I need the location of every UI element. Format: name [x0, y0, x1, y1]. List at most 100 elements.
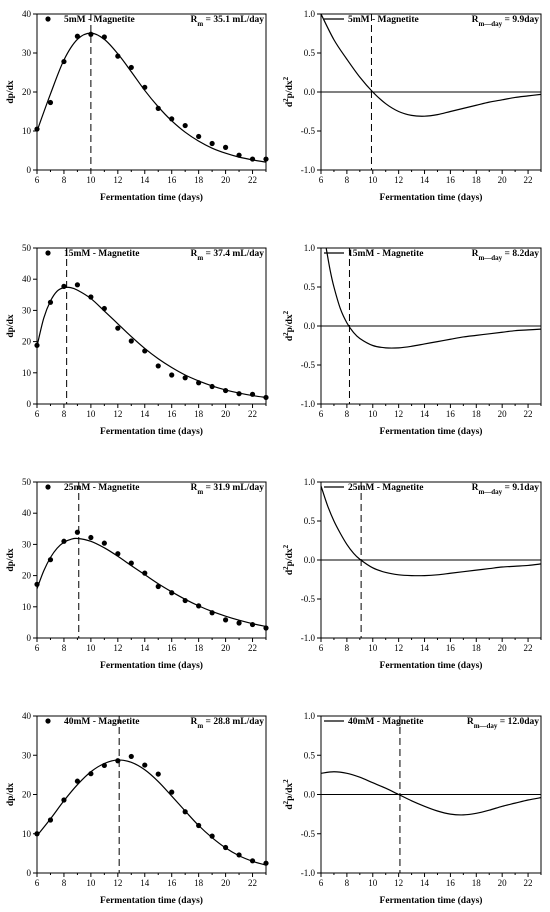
x-tick-label: 14: [420, 175, 430, 185]
x-tick-label: 14: [140, 643, 150, 653]
x-tick-label: 14: [140, 409, 150, 419]
x-tick-label: 16: [167, 643, 177, 653]
data-point: [236, 620, 242, 626]
chart-panel-2: 6 8 10 12 14 16 18 20 22 -1.0 -0.5 0.0 0.5 1.0 Ferment…: [282, 9, 542, 203]
data-point: [169, 789, 175, 795]
data-point: [74, 33, 81, 39]
x-tick-label: 8: [345, 409, 350, 419]
data-point: [101, 305, 107, 312]
x-tick-label: 8: [62, 175, 67, 185]
y-tick-label: 1.0: [304, 477, 316, 487]
legend-marker: [45, 250, 51, 256]
legend-marker: [45, 484, 51, 490]
y-tick-label: 40: [22, 9, 32, 19]
y-axis-title: d2p/dx2: [282, 544, 295, 575]
x-axis-title: Fermentation time (days): [100, 660, 203, 671]
y-tick-label: 30: [22, 305, 32, 315]
x-tick-label: 18: [472, 409, 482, 419]
legend-label: 40mM - Magnetite: [64, 717, 139, 727]
x-tick-label: 10: [86, 878, 96, 888]
x-tick-label: 10: [86, 643, 96, 653]
x-tick-label: 10: [368, 643, 378, 653]
x-tick-label: 14: [140, 878, 150, 888]
x-tick-label: 22: [248, 643, 257, 653]
rm-annotation: Rm = 31.9 mL/day: [190, 483, 264, 496]
data-point: [74, 282, 81, 288]
y-tick-label: 1.0: [304, 711, 316, 721]
data-point: [74, 778, 81, 784]
plot-area: [321, 716, 541, 873]
chart-panel-1: 6 8 10 12 14 16 18 20 22 0 10 20 30 40 Fermentation ti…: [6, 9, 269, 203]
plot-frame: [36, 481, 267, 639]
data-point: [155, 363, 161, 369]
second-derivative-curve: [321, 485, 541, 577]
y-tick-label: 0.5: [304, 750, 316, 760]
data-point: [196, 822, 202, 829]
y-tick-label: -1.0: [301, 399, 316, 409]
x-tick-label: 22: [248, 175, 257, 185]
x-tick-label: 12: [394, 409, 403, 419]
y-tick-label: -0.5: [301, 360, 316, 370]
plot-frame: [36, 247, 267, 405]
data-point: [169, 372, 175, 378]
y-tick-label: 10: [22, 602, 32, 612]
data-point: [169, 590, 175, 596]
y-axis-title: dp/dx: [6, 80, 16, 103]
x-tick-label: 22: [248, 409, 257, 419]
y-tick-label: 10: [22, 829, 32, 839]
x-tick-label: 20: [221, 643, 231, 653]
data-point: [47, 817, 54, 823]
plot-area: [37, 248, 266, 404]
data-point: [182, 597, 188, 604]
x-tick-label: 10: [368, 175, 378, 185]
y-axis-title: d2p/dx2: [282, 779, 295, 810]
data-point: [128, 560, 134, 566]
data-point: [196, 133, 202, 140]
x-tick-label: 8: [345, 175, 350, 185]
y-tick-label: -0.5: [301, 126, 316, 136]
y-tick-label: 0: [27, 399, 32, 409]
plot-area: [321, 14, 541, 170]
data-point: [196, 603, 202, 609]
y-axis-title: d2p/dx2: [282, 310, 295, 341]
legend-label: 25mM - Magnetite: [348, 483, 423, 493]
data-point: [209, 140, 215, 147]
x-tick-label: 8: [62, 878, 67, 888]
y-tick-label: 20: [22, 790, 32, 800]
x-axis-title: Fermentation time (days): [100, 426, 203, 437]
data-point: [128, 753, 134, 760]
fit-curve: [37, 537, 266, 628]
data-point: [209, 610, 215, 616]
x-tick-label: 6: [35, 878, 40, 888]
x-tick-label: 18: [194, 643, 204, 653]
y-tick-label: 30: [22, 539, 32, 549]
y-tick-label: -1.0: [301, 165, 316, 175]
x-tick-label: 10: [86, 175, 96, 185]
chart-panel-5: 6 8 10 12 14 16 18 20 22 0 10 20 30 40 50 Fermentation …: [6, 477, 269, 671]
x-tick-label: 6: [35, 643, 40, 653]
data-point: [128, 64, 134, 71]
plot-frame: [36, 715, 267, 874]
x-axis-title: Fermentation time (days): [380, 660, 483, 671]
x-tick-label: 18: [472, 175, 482, 185]
y-tick-label: 0.0: [304, 321, 316, 331]
rm-annotation: Rm = 37.4 mL/day: [190, 249, 264, 262]
y-axis-title: dp/dx: [6, 783, 16, 806]
x-axis-title: Fermentation time (days): [380, 895, 483, 906]
x-tick-label: 18: [472, 643, 482, 653]
y-tick-label: 0.0: [304, 87, 316, 97]
data-point: [61, 283, 67, 289]
chart-panel-7: 6 8 10 12 14 16 18 20 22 0 10 20 30 40 Fermentation ti…: [6, 711, 269, 906]
y-tick-label: -1.0: [301, 633, 316, 643]
data-point: [61, 538, 67, 544]
legend-label: 40mM - Magnetite: [348, 717, 423, 727]
data-point: [182, 809, 188, 815]
x-tick-label: 20: [498, 409, 508, 419]
x-tick-label: 10: [368, 878, 378, 888]
plot-area: [37, 482, 266, 638]
x-tick-label: 20: [221, 175, 231, 185]
x-tick-label: 6: [35, 409, 40, 419]
legend-marker: [45, 16, 51, 22]
x-tick-label: 12: [113, 878, 122, 888]
